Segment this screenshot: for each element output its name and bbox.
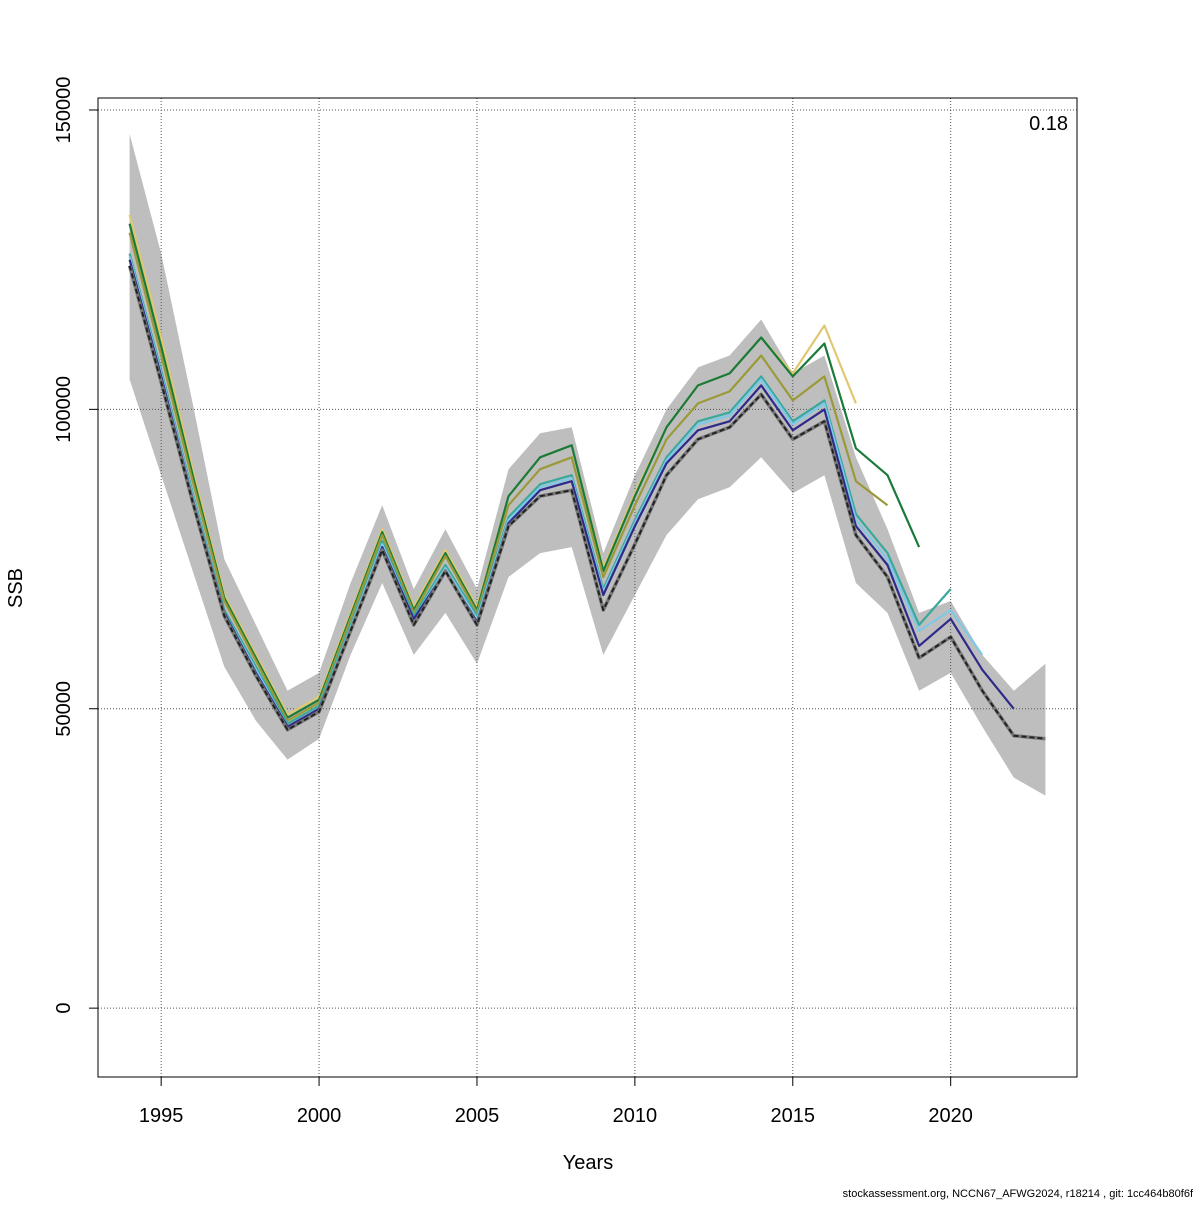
y-tick-label: 100000 [53, 376, 75, 443]
x-tick-label: 1995 [139, 1105, 184, 1127]
series-layer [127, 214, 1046, 741]
confidence-band-layer [129, 133, 1046, 796]
x-tick-label: 2020 [928, 1105, 973, 1127]
series-line-2 [128, 232, 889, 722]
y-tick-label: 0 [53, 1003, 75, 1014]
footer-credit: stockassessment.org, NCCN67_AFWG2024, r1… [843, 1188, 1194, 1200]
y-tick-label: 50000 [53, 681, 75, 737]
x-tick-label: 2000 [297, 1105, 342, 1127]
x-tick-label: 2005 [455, 1105, 500, 1127]
x-tick-label: 2015 [771, 1105, 816, 1127]
x-tick-label: 2010 [613, 1105, 658, 1127]
series-line-6 [128, 265, 1046, 740]
y-axis: 0 50000 100000 150000 [53, 77, 99, 1014]
corner-annotation: 0.18 [1029, 113, 1068, 135]
x-axis: 1995 2000 2005 2010 2015 2020 [139, 1076, 973, 1127]
series-line-3 [128, 253, 952, 725]
series-line-1 [128, 223, 921, 719]
y-axis-label: SSB [5, 568, 27, 608]
x-axis-label: Years [563, 1152, 613, 1174]
grid-layer [98, 98, 1077, 1077]
y-tick-label: 150000 [53, 77, 75, 144]
confidence-band [129, 133, 1046, 796]
